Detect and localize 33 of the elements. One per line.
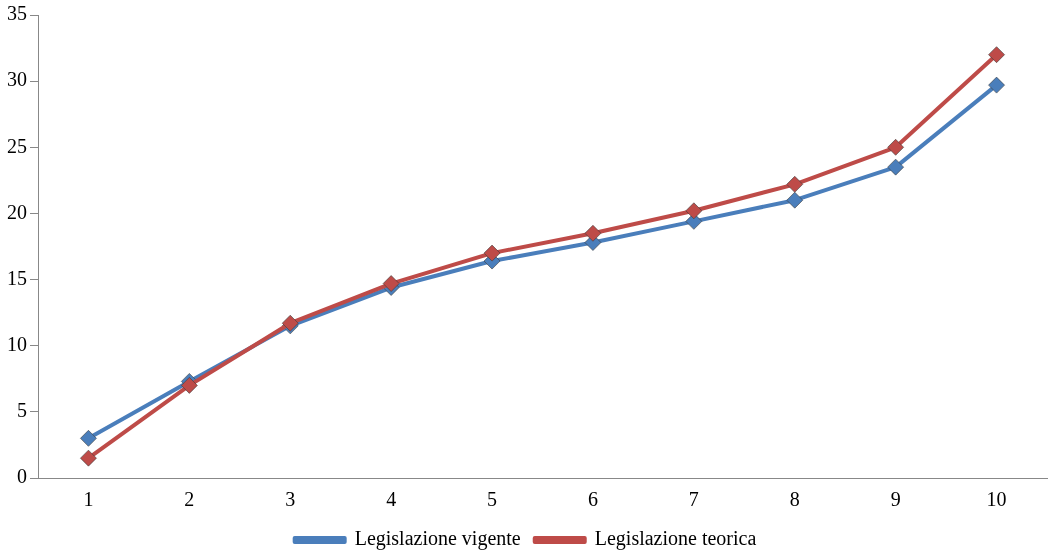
y-tick-label: 10 [7,332,27,355]
y-tick-label: 25 [7,134,27,157]
point [786,175,804,193]
x-tick-label: 8 [789,488,800,511]
x-tick-label: 3 [285,488,296,511]
x-tick-label: 10 [986,488,1007,511]
point [382,275,400,293]
x-tick-label: 4 [386,488,397,511]
y-tick-label: 30 [7,68,27,91]
point [988,46,1006,64]
point [180,376,198,394]
y-tick-label: 20 [7,200,27,223]
y-tick-label: 5 [17,399,27,422]
point [988,76,1006,94]
x-tick-label: 9 [890,488,901,511]
point [786,191,804,209]
point [685,202,703,220]
point [887,138,905,156]
point [483,244,501,262]
x-tick-label: 7 [688,488,699,511]
x-tick-label: 1 [83,488,94,511]
point [584,224,602,242]
x-tick-label: 6 [587,488,598,511]
y-tick-label: 0 [17,465,27,488]
point [79,449,97,467]
x-tick-label: 2 [184,488,195,511]
point [79,429,97,447]
legend-label: Legislazione teorica [594,527,757,551]
y-tick-label: 35 [7,2,27,25]
legend-label: Legislazione vigente [354,527,521,551]
point [887,158,905,176]
x-tick-label: 5 [487,488,498,511]
y-tick-label: 15 [7,266,27,289]
